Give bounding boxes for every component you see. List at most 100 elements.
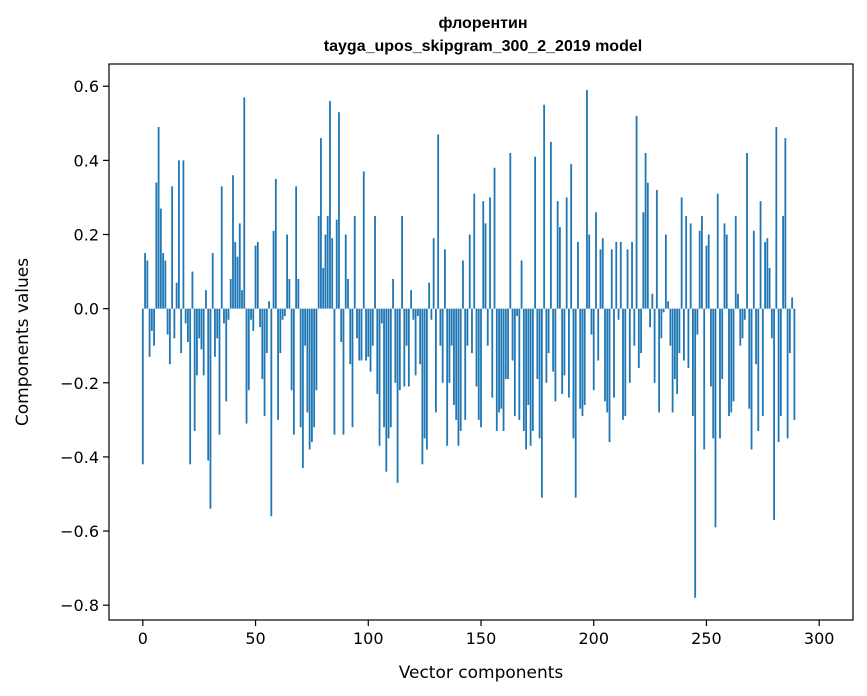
bar-273 [757, 308, 760, 431]
bar-99 [365, 308, 367, 361]
bar-195 [581, 308, 584, 417]
plot-frame [108, 63, 854, 621]
bar-149 [477, 308, 480, 420]
bar-171 [527, 308, 530, 406]
bar-222 [642, 212, 645, 309]
bar-137 [450, 308, 453, 346]
bar-97 [360, 308, 363, 361]
bar-247 [698, 230, 701, 309]
chart-subtitle: tayga_upos_skipgram_300_2_2019 model [324, 38, 642, 55]
bar-19 [184, 308, 187, 324]
bar-52 [259, 308, 261, 328]
bar-37 [225, 308, 228, 402]
bar-202 [597, 308, 600, 361]
bar-33 [216, 308, 219, 339]
bar-114 [398, 308, 401, 391]
bar-129 [432, 238, 435, 309]
bar-81 [324, 234, 327, 309]
bar-54 [263, 308, 266, 417]
bar-47 [247, 308, 250, 391]
bar-45 [243, 97, 246, 309]
bar-281 [775, 127, 778, 309]
bar-112 [394, 308, 397, 383]
bar-156 [493, 167, 496, 309]
x-axis-ticks: 0 50 100 150 200 250 300 [138, 620, 835, 648]
bar-283 [779, 308, 782, 417]
bar-167 [518, 308, 521, 420]
bar-181 [549, 141, 552, 309]
bar-191 [572, 308, 575, 439]
y-tick-label: −0.2 [60, 374, 99, 393]
bar-174 [534, 156, 537, 309]
bar-267 [743, 308, 746, 320]
bar-250 [705, 245, 708, 309]
bar-55 [265, 308, 268, 354]
bar-117 [405, 308, 408, 346]
bar-70 [299, 308, 302, 428]
bar-160 [502, 308, 505, 431]
bar-71 [301, 308, 304, 469]
bar-241 [685, 215, 688, 309]
bar-9 [162, 253, 165, 309]
bar-14 [173, 308, 176, 339]
bar-105 [378, 308, 381, 446]
bar-25 [198, 308, 201, 339]
bar-186 [561, 308, 564, 394]
bar-135 [446, 308, 449, 446]
bar-77 [315, 308, 318, 391]
bar-41 [234, 241, 237, 309]
bar-258 [723, 223, 726, 309]
bar-268 [746, 152, 748, 309]
bar-56 [268, 301, 270, 309]
bar-131 [437, 134, 440, 309]
bar-141 [459, 308, 462, 431]
bar-188 [565, 197, 568, 309]
bar-75 [311, 308, 313, 443]
x-tick-label: 300 [804, 629, 835, 648]
bar-179 [545, 308, 548, 383]
bar-39 [229, 278, 232, 309]
bar-170 [525, 308, 527, 450]
bar-254 [714, 308, 717, 528]
bar-177 [540, 308, 543, 498]
bar-272 [755, 308, 757, 365]
bar-146 [471, 308, 473, 354]
bar-142 [462, 260, 464, 309]
bar-107 [383, 308, 385, 428]
bar-234 [669, 308, 672, 346]
bar-249 [703, 308, 706, 450]
bar-152 [484, 223, 487, 309]
bar-126 [425, 308, 428, 450]
bar-95 [356, 308, 358, 339]
bar-261 [730, 308, 733, 413]
bar-147 [473, 193, 476, 309]
bar-3 [148, 308, 151, 357]
bar-266 [741, 308, 744, 339]
bar-279 [770, 308, 773, 339]
bar-0 [141, 308, 144, 465]
bar-102 [371, 308, 374, 346]
bar-103 [374, 215, 376, 309]
chart-title: флорентин [439, 15, 528, 32]
bar-111 [392, 278, 394, 309]
bar-148 [475, 308, 478, 387]
bar-189 [568, 308, 570, 398]
bar-151 [482, 201, 485, 309]
bar-96 [358, 308, 361, 361]
bar-216 [628, 308, 631, 383]
bar-31 [211, 253, 214, 309]
bar-260 [728, 308, 730, 417]
bar-240 [683, 308, 685, 361]
bar-88 [340, 308, 343, 342]
bar-127 [428, 282, 431, 309]
bar-252 [710, 308, 712, 387]
bar-89 [342, 308, 345, 435]
bar-119 [410, 290, 413, 309]
bar-271 [752, 230, 755, 309]
bar-69 [297, 278, 300, 309]
bar-74 [308, 308, 311, 450]
bar-23 [193, 308, 196, 431]
bar-94 [353, 215, 356, 309]
bar-46 [245, 308, 248, 424]
bar-34 [218, 308, 221, 435]
